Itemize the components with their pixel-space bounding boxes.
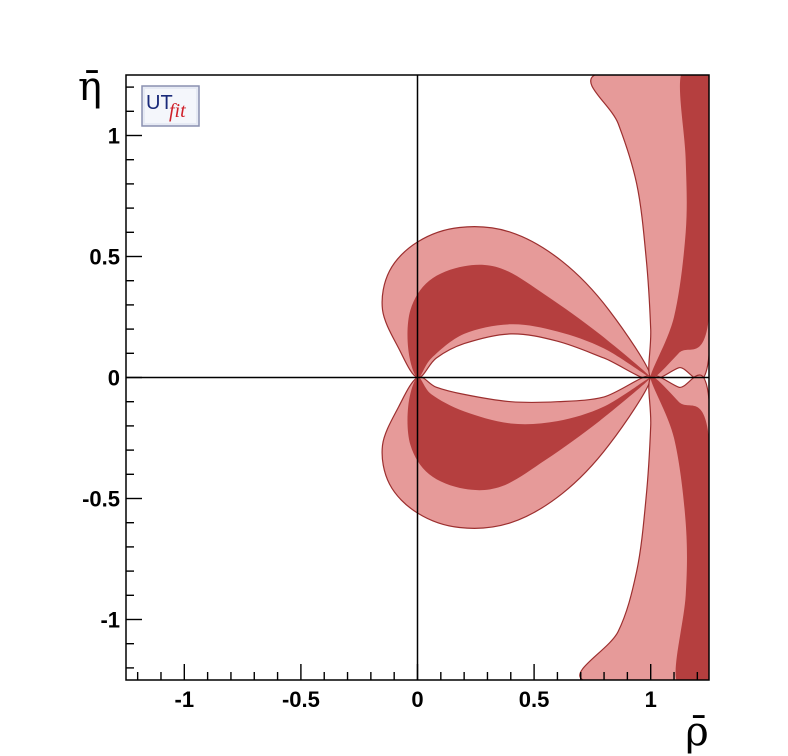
lower-right-band-inner-region [650, 376, 709, 680]
y-tick-label: 1 [108, 124, 120, 149]
x-axis-ticks [136, 664, 699, 680]
lower-lobe-inner-region [407, 377, 651, 491]
x-tick-label: 0.5 [519, 687, 550, 712]
svg-text:fit: fit [169, 100, 186, 122]
x-tick-label: 0 [411, 687, 423, 712]
y-tick-label: -0.5 [82, 487, 120, 512]
y-tick-label: -1 [100, 608, 120, 633]
y-axis-tick-labels: -1 -0.5 0 0.5 1 [82, 124, 120, 633]
x-tick-label: -0.5 [282, 687, 320, 712]
contour-regions [381, 75, 709, 680]
lower-right-band-outer-region [579, 374, 709, 680]
reference-lines [126, 75, 709, 680]
utfit-logo: UT fit [141, 85, 200, 127]
y-tick-label: 0 [108, 366, 120, 391]
x-axis-title: ρ̄ [685, 709, 709, 755]
x-tick-label: 1 [645, 687, 657, 712]
upper-lobe-inner-region [407, 264, 651, 378]
y-tick-label: 0.5 [89, 245, 120, 270]
x-axis-tick-labels: -1 -0.5 0 0.5 1 [175, 687, 657, 712]
x-tick-label: -1 [175, 687, 195, 712]
upper-right-band-inner-region [650, 75, 709, 379]
y-axis-title: η̄ [78, 64, 102, 110]
svg-text:UT: UT [146, 92, 173, 114]
y-axis-ticks [126, 86, 142, 669]
